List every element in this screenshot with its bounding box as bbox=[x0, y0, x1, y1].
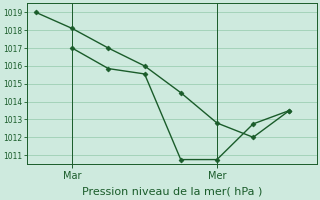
X-axis label: Pression niveau de la mer( hPa ): Pression niveau de la mer( hPa ) bbox=[82, 187, 262, 197]
